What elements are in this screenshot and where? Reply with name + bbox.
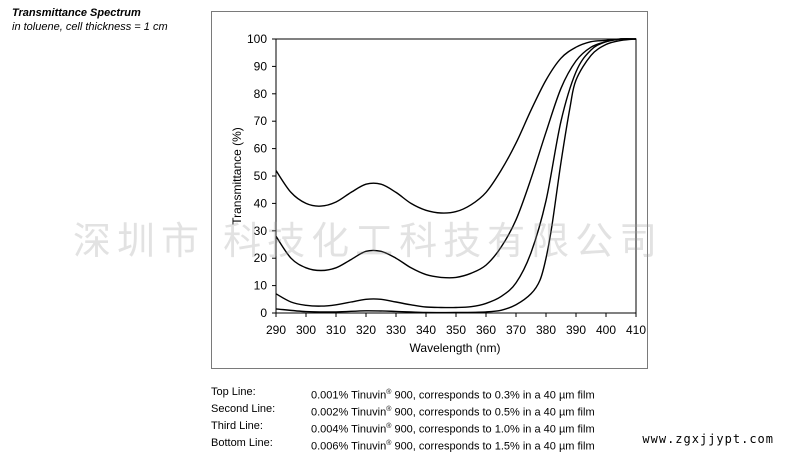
y-tick-label: 60 bbox=[254, 142, 268, 156]
y-tick-label: 80 bbox=[254, 87, 268, 101]
y-tick-label: 90 bbox=[254, 59, 268, 73]
x-axis-label: Wavelength (nm) bbox=[410, 341, 501, 355]
title-block: Transmittance Spectrum in toluene, cell … bbox=[12, 6, 168, 34]
chart-frame bbox=[211, 11, 648, 369]
legend-text: 0.001% Tinuvin® 900, corresponds to 0.3%… bbox=[311, 389, 595, 402]
legend-row-third: Third Line: 0.004% Tinuvin® 900, corresp… bbox=[211, 420, 595, 437]
x-tick-label: 290 bbox=[266, 323, 286, 337]
watermark: 深圳市 科技化工科技有限公司 bbox=[73, 219, 664, 263]
legend-key: Second Line: bbox=[211, 403, 276, 416]
y-tick-label: 40 bbox=[254, 196, 268, 210]
x-tick-label: 320 bbox=[356, 323, 376, 337]
x-tick-label: 390 bbox=[566, 323, 586, 337]
x-tick-label: 400 bbox=[596, 323, 616, 337]
legend-key: Top Line: bbox=[211, 386, 256, 398]
chart-subtitle: in toluene, cell thickness = 1 cm bbox=[12, 21, 168, 33]
x-tick-label: 330 bbox=[386, 323, 406, 337]
y-axis-label: Transmittance (%) bbox=[230, 127, 244, 225]
legend-row-top: Top Line: 0.001% Tinuvin® 900, correspon… bbox=[211, 386, 595, 403]
legend-row-bottom: Bottom Line: 0.006% Tinuvin® 900, corres… bbox=[211, 437, 595, 454]
series-line-3 bbox=[275, 38, 637, 309]
series-line-1 bbox=[275, 38, 637, 214]
x-tick-label: 410 bbox=[626, 323, 646, 337]
legend: Top Line: 0.001% Tinuvin® 900, correspon… bbox=[211, 386, 595, 455]
series-line-2 bbox=[275, 38, 637, 279]
site-url: www.zgxjjypt.com bbox=[642, 432, 774, 446]
y-tick-label: 0 bbox=[260, 306, 267, 320]
y-tick-label: 30 bbox=[254, 224, 268, 238]
x-tick-label: 310 bbox=[326, 323, 346, 337]
x-tick-label: 370 bbox=[506, 323, 526, 337]
legend-key: Third Line: bbox=[211, 420, 263, 433]
plot-area bbox=[275, 38, 637, 314]
legend-row-second: Second Line: 0.002% Tinuvin® 900, corres… bbox=[211, 403, 595, 420]
chart-title: Transmittance Spectrum bbox=[12, 7, 141, 19]
legend-text: 0.004% Tinuvin® 900, corresponds to 1.0%… bbox=[311, 423, 595, 436]
x-tick-label: 340 bbox=[416, 323, 436, 337]
y-tick-label: 20 bbox=[254, 251, 268, 265]
y-tick-label: 50 bbox=[254, 169, 268, 183]
y-tick-label: 70 bbox=[254, 114, 268, 128]
x-tick-label: 350 bbox=[446, 323, 466, 337]
legend-text: 0.006% Tinuvin® 900, corresponds to 1.5%… bbox=[311, 440, 595, 454]
legend-text: 0.002% Tinuvin® 900, corresponds to 0.5%… bbox=[311, 406, 595, 419]
series-line-4 bbox=[275, 38, 637, 314]
y-tick-label: 100 bbox=[247, 32, 267, 46]
x-tick-label: 380 bbox=[536, 323, 556, 337]
y-tick-label: 10 bbox=[254, 279, 268, 293]
x-tick-label: 360 bbox=[476, 323, 496, 337]
legend-key: Bottom Line: bbox=[211, 437, 273, 450]
x-tick-label: 300 bbox=[296, 323, 316, 337]
